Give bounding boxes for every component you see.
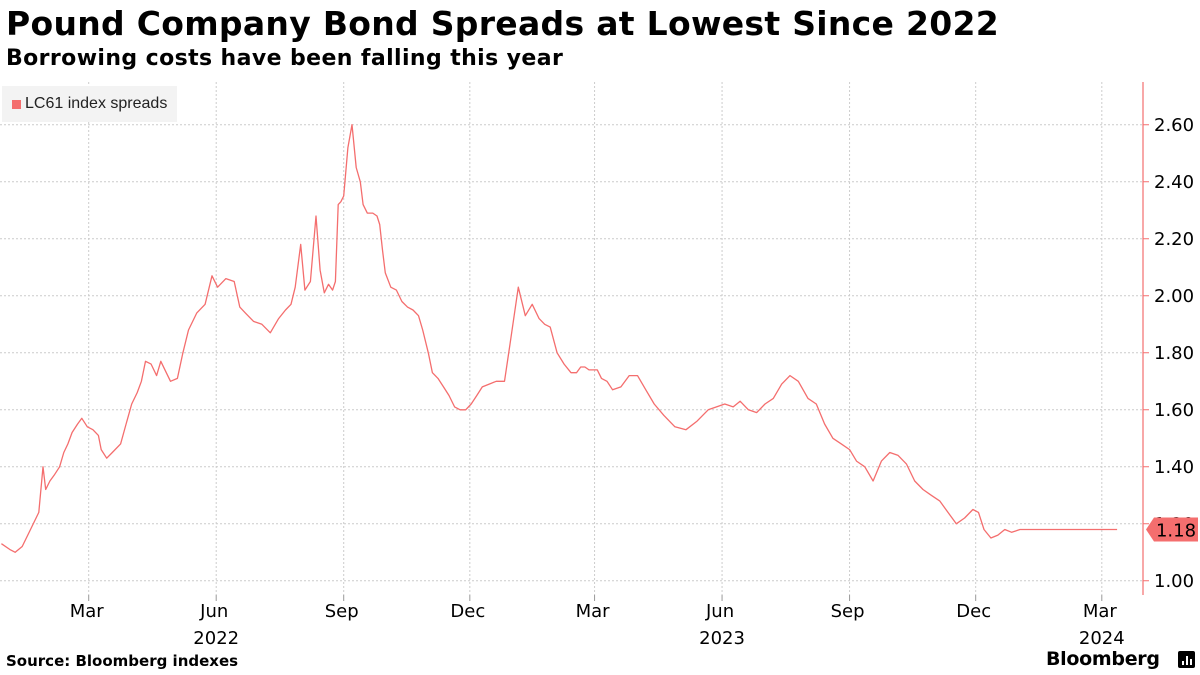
x-tick-label: Dec xyxy=(450,601,485,622)
axes xyxy=(88,82,1149,601)
legend-label: LC61 index spreads xyxy=(25,95,168,112)
y-tick-label: 2.40 xyxy=(1154,172,1194,193)
x-tick-label: Mar xyxy=(70,601,105,622)
last-value-badge xyxy=(1146,517,1198,542)
y-tick-label: 1.40 xyxy=(1154,457,1194,478)
chart-subtitle: Borrowing costs have been falling this y… xyxy=(6,46,564,71)
y-tick-label: 1.80 xyxy=(1154,343,1194,364)
y-tick-label: 1.00 xyxy=(1154,571,1194,592)
source-note: Source: Bloomberg indexes xyxy=(6,652,239,670)
x-tick-label: Dec xyxy=(956,601,991,622)
bloomberg-logo: Bloomberg xyxy=(1046,648,1160,670)
y-tick-label: 2.20 xyxy=(1154,229,1194,250)
legend-swatch xyxy=(12,99,21,109)
last-value-label: 1.18 xyxy=(1156,520,1196,541)
x-year-label: 2022 xyxy=(193,628,239,649)
x-tick-label: Jun xyxy=(705,601,734,622)
bar-chart-icon xyxy=(1178,651,1195,668)
x-tick-label: Sep xyxy=(325,601,359,622)
x-tick-label: Mar xyxy=(576,601,611,622)
chart-title: Pound Company Bond Spreads at Lowest Sin… xyxy=(6,4,1000,43)
series-layer xyxy=(1,124,1118,553)
x-year-label: 2023 xyxy=(699,628,745,649)
grid-lines xyxy=(0,82,1143,595)
y-tick-label: 2.60 xyxy=(1154,115,1194,136)
x-year-label: 2024 xyxy=(1079,628,1125,649)
x-tick-label: Jun xyxy=(199,601,228,622)
y-tick-label: 1.60 xyxy=(1154,400,1194,421)
series-line-lc61 xyxy=(1,124,1118,553)
x-tick-label: Mar xyxy=(1083,601,1118,622)
x-tick-label: Sep xyxy=(831,601,865,622)
legend: LC61 index spreads xyxy=(2,86,178,122)
y-tick-label: 2.00 xyxy=(1154,286,1194,307)
axis-labels: 1.001.201.401.601.802.002.202.402.60MarJ… xyxy=(70,115,1198,649)
